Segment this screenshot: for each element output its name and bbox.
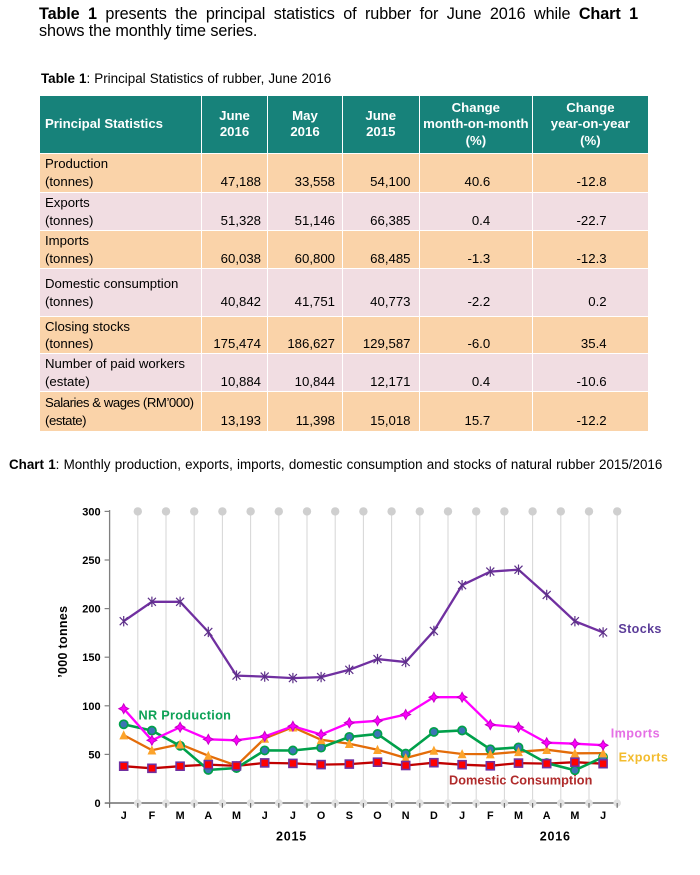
svg-text:Exports: Exports [619,750,669,764]
svg-text:100: 100 [82,701,100,713]
svg-text:’000 tonnes: ’000 tonnes [56,606,70,678]
svg-text:O: O [317,810,325,822]
svg-text:S: S [346,810,353,822]
svg-text:150: 150 [82,652,100,664]
svg-text:Domestic Consumption: Domestic Consumption [449,773,592,787]
svg-text:200: 200 [82,604,100,616]
svg-text:N: N [402,810,410,822]
svg-text:O: O [373,810,381,822]
svg-text:300: 300 [82,506,100,518]
svg-text:50: 50 [88,749,100,761]
svg-text:F: F [149,810,156,822]
svg-text:A: A [543,810,551,822]
svg-text:J: J [262,810,268,822]
svg-text:NR Production: NR Production [139,709,232,723]
svg-text:Stocks: Stocks [618,622,661,636]
svg-text:Imports: Imports [611,726,660,740]
svg-text:2016: 2016 [540,829,571,843]
svg-text:M: M [570,810,579,822]
svg-text:0: 0 [94,798,100,810]
svg-text:J: J [290,810,296,822]
svg-text:F: F [487,810,494,822]
svg-text:J: J [600,810,606,822]
svg-text:J: J [121,810,127,822]
svg-text:2015: 2015 [276,829,307,843]
svg-text:A: A [204,810,212,822]
svg-text:M: M [232,810,241,822]
svg-text:J: J [459,810,465,822]
svg-text:250: 250 [82,555,100,567]
svg-text:M: M [176,810,185,822]
svg-text:D: D [430,810,438,822]
svg-text:M: M [514,810,523,822]
